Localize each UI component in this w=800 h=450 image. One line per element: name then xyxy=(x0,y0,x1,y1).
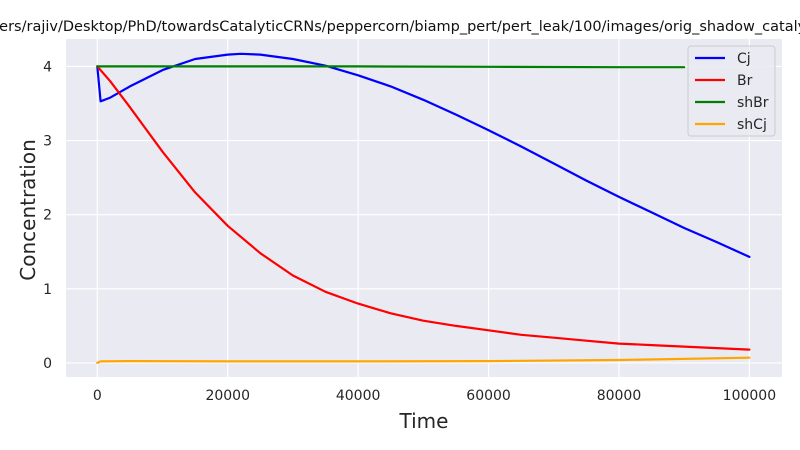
series-line-cj xyxy=(96,52,751,258)
x-tick-label: 20000 xyxy=(205,388,250,404)
x-tick-label: 80000 xyxy=(597,388,642,404)
y-tick-label: 4 xyxy=(43,59,52,75)
y-tick-label: 3 xyxy=(43,134,52,150)
y-axis-ticks: 0 1 2 3 4 xyxy=(43,59,52,371)
x-tick-label: 0 xyxy=(93,388,102,404)
x-axis-ticks: 0 20000 40000 60000 80000 100000 xyxy=(93,388,776,404)
y-tick-label: 1 xyxy=(43,282,52,298)
legend: Cj Br shBr shCj xyxy=(687,45,776,137)
series-line-shbr xyxy=(96,65,686,69)
x-tick-label: 60000 xyxy=(466,388,511,404)
x-tick-label: 40000 xyxy=(336,388,381,404)
y-tick-label: 0 xyxy=(43,356,52,372)
y-axis-label: Concentration xyxy=(16,139,40,280)
legend-box xyxy=(687,45,776,137)
legend-label-cj: Cj xyxy=(737,51,751,67)
legend-label-br: Br xyxy=(737,73,753,89)
y-tick-label: 2 xyxy=(43,208,52,224)
series-line-br xyxy=(96,65,751,351)
plot-area xyxy=(66,39,782,377)
series-layer xyxy=(96,52,751,364)
legend-label-shcj: shCj xyxy=(737,117,767,133)
series-line-shcj xyxy=(96,356,751,364)
legend-label-shbr: shBr xyxy=(737,95,769,111)
x-axis-label: Time xyxy=(399,409,449,433)
chart-title: /Users/rajiv/Desktop/PhD/towardsCatalyti… xyxy=(0,19,800,35)
x-tick-label: 100000 xyxy=(723,388,776,404)
